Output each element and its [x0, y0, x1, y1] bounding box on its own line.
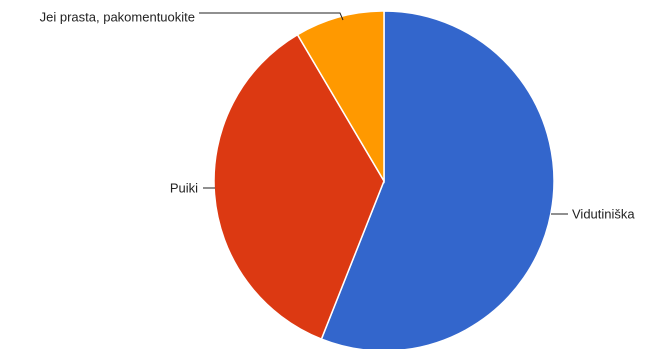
- pie-slice-3[interactable]: [296, 10, 385, 184]
- pie-slice-1[interactable]: [320, 10, 555, 349]
- pie-slices: [213, 10, 555, 349]
- pie-slice-2[interactable]: [213, 33, 385, 341]
- slice-labels: Vidutiniška Puiki Jei prasta, pakomentuoki…: [40, 10, 636, 222]
- slice-label-3: Jei prasta, pakomentuokite: [40, 10, 195, 25]
- slice-label-1: Vidutiniška: [572, 207, 635, 222]
- leader-line-3: [199, 12, 344, 21]
- slice-label-2: Puiki: [170, 181, 198, 196]
- label-leader-lines: [199, 12, 568, 215]
